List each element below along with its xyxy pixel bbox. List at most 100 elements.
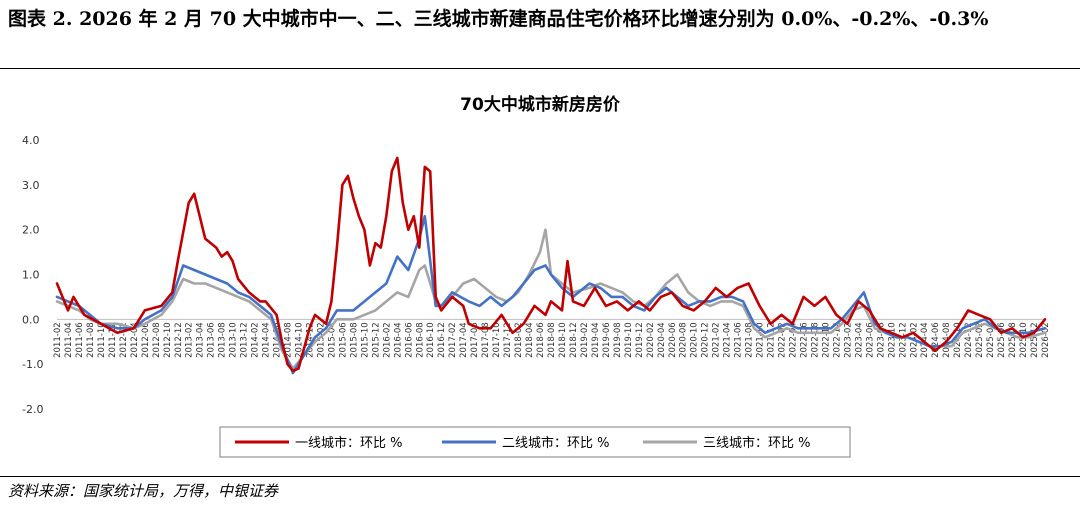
x-tick-label: 2016-08 xyxy=(415,322,425,358)
x-tick-label: 2024-04 xyxy=(920,322,930,358)
x-tick-label: 2025-02 xyxy=(975,322,985,358)
x-tick-label: 2013-08 xyxy=(218,322,228,358)
x-tick-label: 2021-06 xyxy=(734,322,744,358)
x-tick-label: 2018-08 xyxy=(547,322,557,358)
x-tick-label: 2022-06 xyxy=(799,322,809,358)
x-tick-label: 2015-12 xyxy=(371,322,381,358)
y-tick-label: 4.0 xyxy=(22,134,40,147)
x-tick-label: 2018-02 xyxy=(514,322,524,358)
x-tick-label: 2012-08 xyxy=(152,322,162,358)
x-tick-label: 2018-06 xyxy=(536,322,546,358)
x-tick-label: 2023-12 xyxy=(898,322,908,358)
x-tick-label: 2011-04 xyxy=(64,322,74,358)
x-tick-label: 2013-12 xyxy=(240,322,250,358)
x-tick-label: 2015-08 xyxy=(349,322,359,358)
x-tick-label: 2013-04 xyxy=(196,322,206,358)
y-tick-label: 1.0 xyxy=(22,269,40,282)
x-tick-label: 2018-04 xyxy=(525,322,535,358)
legend-label-tier3: 三线城市：环比 % xyxy=(703,435,811,451)
x-tick-label: 2011-08 xyxy=(86,322,96,358)
legend-box xyxy=(219,426,851,458)
legend-label-tier1: 一线城市：环比 % xyxy=(295,435,403,451)
x-tick-label: 2011-06 xyxy=(75,322,85,358)
legend-label-tier2: 二线城市：环比 % xyxy=(502,435,610,451)
x-tick-label: 2017-04 xyxy=(459,322,469,358)
x-tick-label: 2011-10 xyxy=(97,322,107,358)
x-tick-label: 2014-02 xyxy=(251,322,261,358)
x-tick-label: 2017-12 xyxy=(503,322,513,358)
x-tick-label: 2012-04 xyxy=(130,322,140,358)
x-tick-label: 2022-12 xyxy=(832,322,842,358)
x-tick-label: 2013-10 xyxy=(229,322,239,358)
x-tick-label: 2017-02 xyxy=(448,322,458,358)
x-tick-label: 2019-12 xyxy=(635,322,645,358)
x-tick-label: 2025-10 xyxy=(1019,322,1029,358)
source-rule xyxy=(0,476,1080,477)
x-tick-label: 2022-04 xyxy=(789,322,799,358)
x-tick-label: 2021-10 xyxy=(756,322,766,358)
x-tick-label: 2022-02 xyxy=(778,322,788,358)
x-tick-label: 2014-08 xyxy=(284,322,294,358)
x-tick-label: 2025-08 xyxy=(1008,322,1018,358)
x-tick-label: 2026-02 xyxy=(1041,322,1051,358)
x-tick-label: 2012-12 xyxy=(174,322,184,358)
x-tick-label: 2015-02 xyxy=(316,322,326,358)
x-tick-label: 2019-04 xyxy=(591,322,601,358)
x-tick-label: 2014-12 xyxy=(305,322,315,358)
x-tick-label: 2013-02 xyxy=(185,322,195,358)
x-tick-label: 2025-12 xyxy=(1030,322,1040,358)
x-tick-label: 2020-10 xyxy=(690,322,700,358)
x-tick-label: 2016-10 xyxy=(426,322,436,358)
x-tick-label: 2016-06 xyxy=(404,322,414,358)
x-tick-label: 2016-12 xyxy=(437,322,447,358)
x-tick-label: 2023-10 xyxy=(887,322,897,358)
x-tick-label: 2014-10 xyxy=(295,322,305,358)
x-tick-label: 2020-08 xyxy=(679,322,689,358)
source-note: 资料来源：国家统计局，万得，中银证券 xyxy=(8,482,279,500)
x-tick-label: 2018-12 xyxy=(569,322,579,358)
x-tick-label: 2016-02 xyxy=(382,322,392,358)
x-tick-label: 2023-02 xyxy=(843,322,853,358)
x-tick-label: 2023-06 xyxy=(865,322,875,358)
x-tick-label: 2015-04 xyxy=(327,322,337,358)
x-tick-label: 2018-10 xyxy=(558,322,568,358)
chart-title: 70大中城市新房房价 xyxy=(460,94,621,115)
x-tick-label: 2020-02 xyxy=(646,322,656,358)
x-tick-label: 2019-08 xyxy=(613,322,623,358)
x-tick-label: 2017-08 xyxy=(481,322,491,358)
series-line-tier3 xyxy=(55,228,1047,370)
x-tick-label: 2020-04 xyxy=(657,322,667,358)
y-tick-label: 2.0 xyxy=(22,224,40,237)
series-line-tier1 xyxy=(55,156,1047,373)
x-tick-label: 2020-06 xyxy=(668,322,678,358)
x-tick-label: 2025-06 xyxy=(997,322,1007,358)
x-tick-label: 2021-12 xyxy=(767,322,777,358)
x-tick-label: 2025-04 xyxy=(986,322,996,358)
x-tick-label: 2023-04 xyxy=(854,322,864,358)
x-tick-label: 2020-12 xyxy=(701,322,711,358)
title-rule xyxy=(0,68,1080,69)
x-tick-label: 2013-06 xyxy=(207,322,217,358)
x-tick-label: 2012-06 xyxy=(141,322,151,358)
y-tick-label: 3.0 xyxy=(22,179,40,192)
x-tick-label: 2011-12 xyxy=(108,322,118,358)
x-tick-label: 2019-02 xyxy=(580,322,590,358)
figure-title: 图表 2. 2026 年 2 月 70 大中城市中一、二、三线城市新建商品住宅价… xyxy=(8,8,989,30)
x-tick-label: 2011-02 xyxy=(53,322,63,358)
y-tick-label: 0.0 xyxy=(22,313,40,326)
x-tick-label: 2017-06 xyxy=(470,322,480,358)
x-tick-label: 2024-12 xyxy=(964,322,974,358)
x-tick-label: 2016-04 xyxy=(393,322,403,358)
x-tick-label: 2021-08 xyxy=(745,322,755,358)
x-tick-label: 2024-06 xyxy=(931,322,941,358)
x-tick-label: 2021-04 xyxy=(723,322,733,358)
x-tick-label: 2015-06 xyxy=(338,322,348,358)
y-tick-label: -2.0 xyxy=(22,403,43,416)
x-tick-label: 2012-10 xyxy=(163,322,173,358)
x-tick-label: 2012-02 xyxy=(119,322,129,358)
x-tick-label: 2014-04 xyxy=(262,322,272,358)
x-tick-label: 2022-08 xyxy=(810,322,820,358)
x-tick-label: 2019-06 xyxy=(602,322,612,358)
x-tick-label: 2023-08 xyxy=(876,322,886,358)
x-tick-label: 2019-10 xyxy=(624,322,634,358)
